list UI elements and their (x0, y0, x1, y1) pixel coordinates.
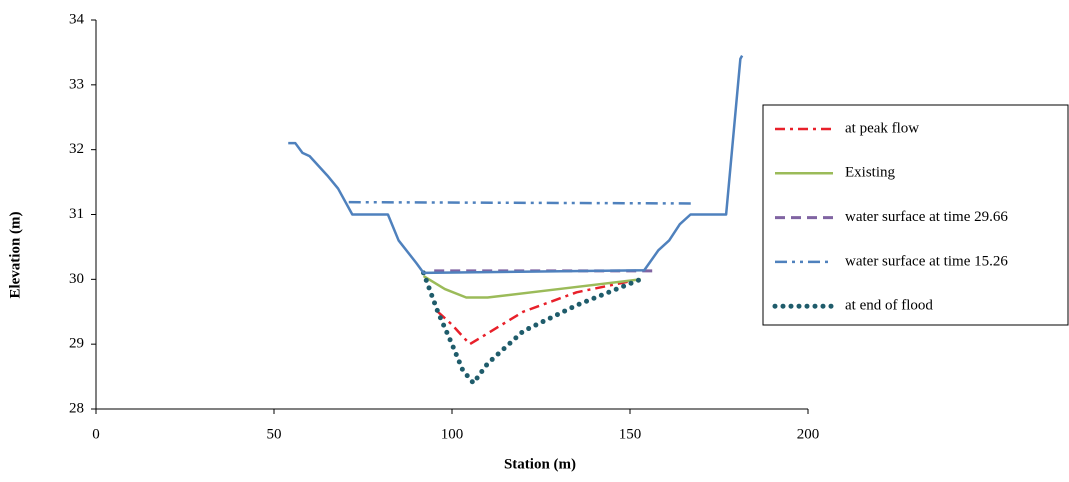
x-axis-title: Station (m) (504, 456, 576, 472)
series-line (288, 55, 744, 275)
y-tick-label: 32 (69, 141, 84, 157)
series-line (421, 270, 644, 386)
legend-label: at end of flood (845, 298, 933, 314)
x-tick-label: 50 (267, 426, 282, 442)
y-tick-label: 33 (69, 76, 84, 92)
x-tick-label: 200 (797, 426, 820, 442)
y-tick-label: 31 (69, 206, 84, 222)
series-line (348, 200, 695, 205)
legend-label: water surface at time 29.66 (845, 209, 1008, 225)
series-line (436, 280, 631, 346)
y-tick-label: 34 (69, 11, 85, 27)
y-tick-label: 30 (69, 271, 84, 287)
y-tick-label: 29 (69, 336, 84, 352)
legend-label: at peak flow (845, 120, 919, 136)
x-tick-label: 150 (619, 426, 642, 442)
x-tick-label: 100 (441, 426, 464, 442)
y-tick-label: 28 (69, 400, 84, 416)
y-axis-title: Elevation (m) (7, 211, 23, 298)
legend-box (762, 104, 1069, 326)
series-line (422, 275, 641, 299)
legend-label: Existing (845, 165, 896, 181)
x-tick-label: 0 (92, 426, 100, 442)
legend-label: water surface at time 15.26 (845, 253, 1008, 269)
